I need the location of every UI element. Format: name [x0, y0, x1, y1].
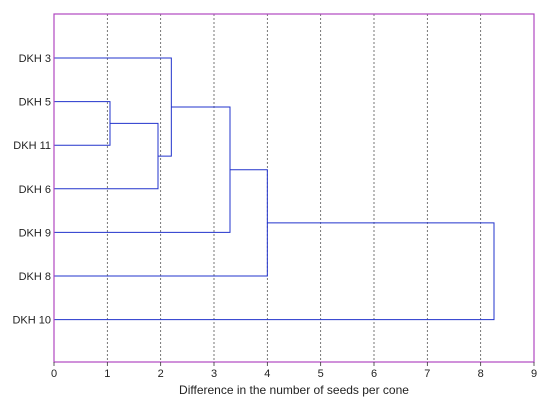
x-tick-label: 3	[211, 368, 217, 380]
x-tick-label: 6	[371, 368, 377, 380]
x-tick-label: 1	[104, 368, 110, 380]
dendrogram-link	[54, 169, 268, 277]
dendrogram-link	[54, 222, 495, 321]
x-tick-label: 7	[424, 368, 430, 380]
leaf-labels: DKH 3 DKH 5 DKH 11 DKH 6 DKH 9 DKH 8 DKH 10	[12, 53, 51, 327]
x-tick-label: 9	[531, 368, 537, 380]
leaf-label: DKH 10	[12, 315, 51, 327]
leaf-label: DKH 11	[13, 140, 51, 152]
x-tick-label: 5	[318, 368, 324, 380]
x-axis-title: Difference in the number of seeds per co…	[179, 383, 409, 397]
x-tick-label: 0	[51, 368, 57, 380]
x-tick-label: 2	[158, 368, 164, 380]
dendrogram-links	[54, 57, 495, 321]
leaf-label: DKH 9	[19, 227, 51, 239]
plot-frame	[53, 13, 535, 363]
leaf-label: DKH 3	[19, 53, 51, 65]
dendrogram-link	[54, 122, 159, 190]
dendrogram-link	[54, 106, 231, 233]
dendrogram-link	[54, 101, 111, 146]
dendrogram-link	[54, 57, 172, 157]
x-tick-label: 8	[478, 368, 484, 380]
x-axis-ticks: 0 1 2 3 4 5 6 7 8 9	[51, 362, 537, 380]
leaf-label: DKH 6	[19, 184, 51, 196]
leaf-label: DKH 5	[19, 97, 51, 109]
grid-lines	[106, 14, 482, 362]
x-tick-label: 4	[264, 368, 270, 380]
plot-border	[53, 13, 535, 363]
leaf-label: DKH 8	[19, 271, 51, 283]
